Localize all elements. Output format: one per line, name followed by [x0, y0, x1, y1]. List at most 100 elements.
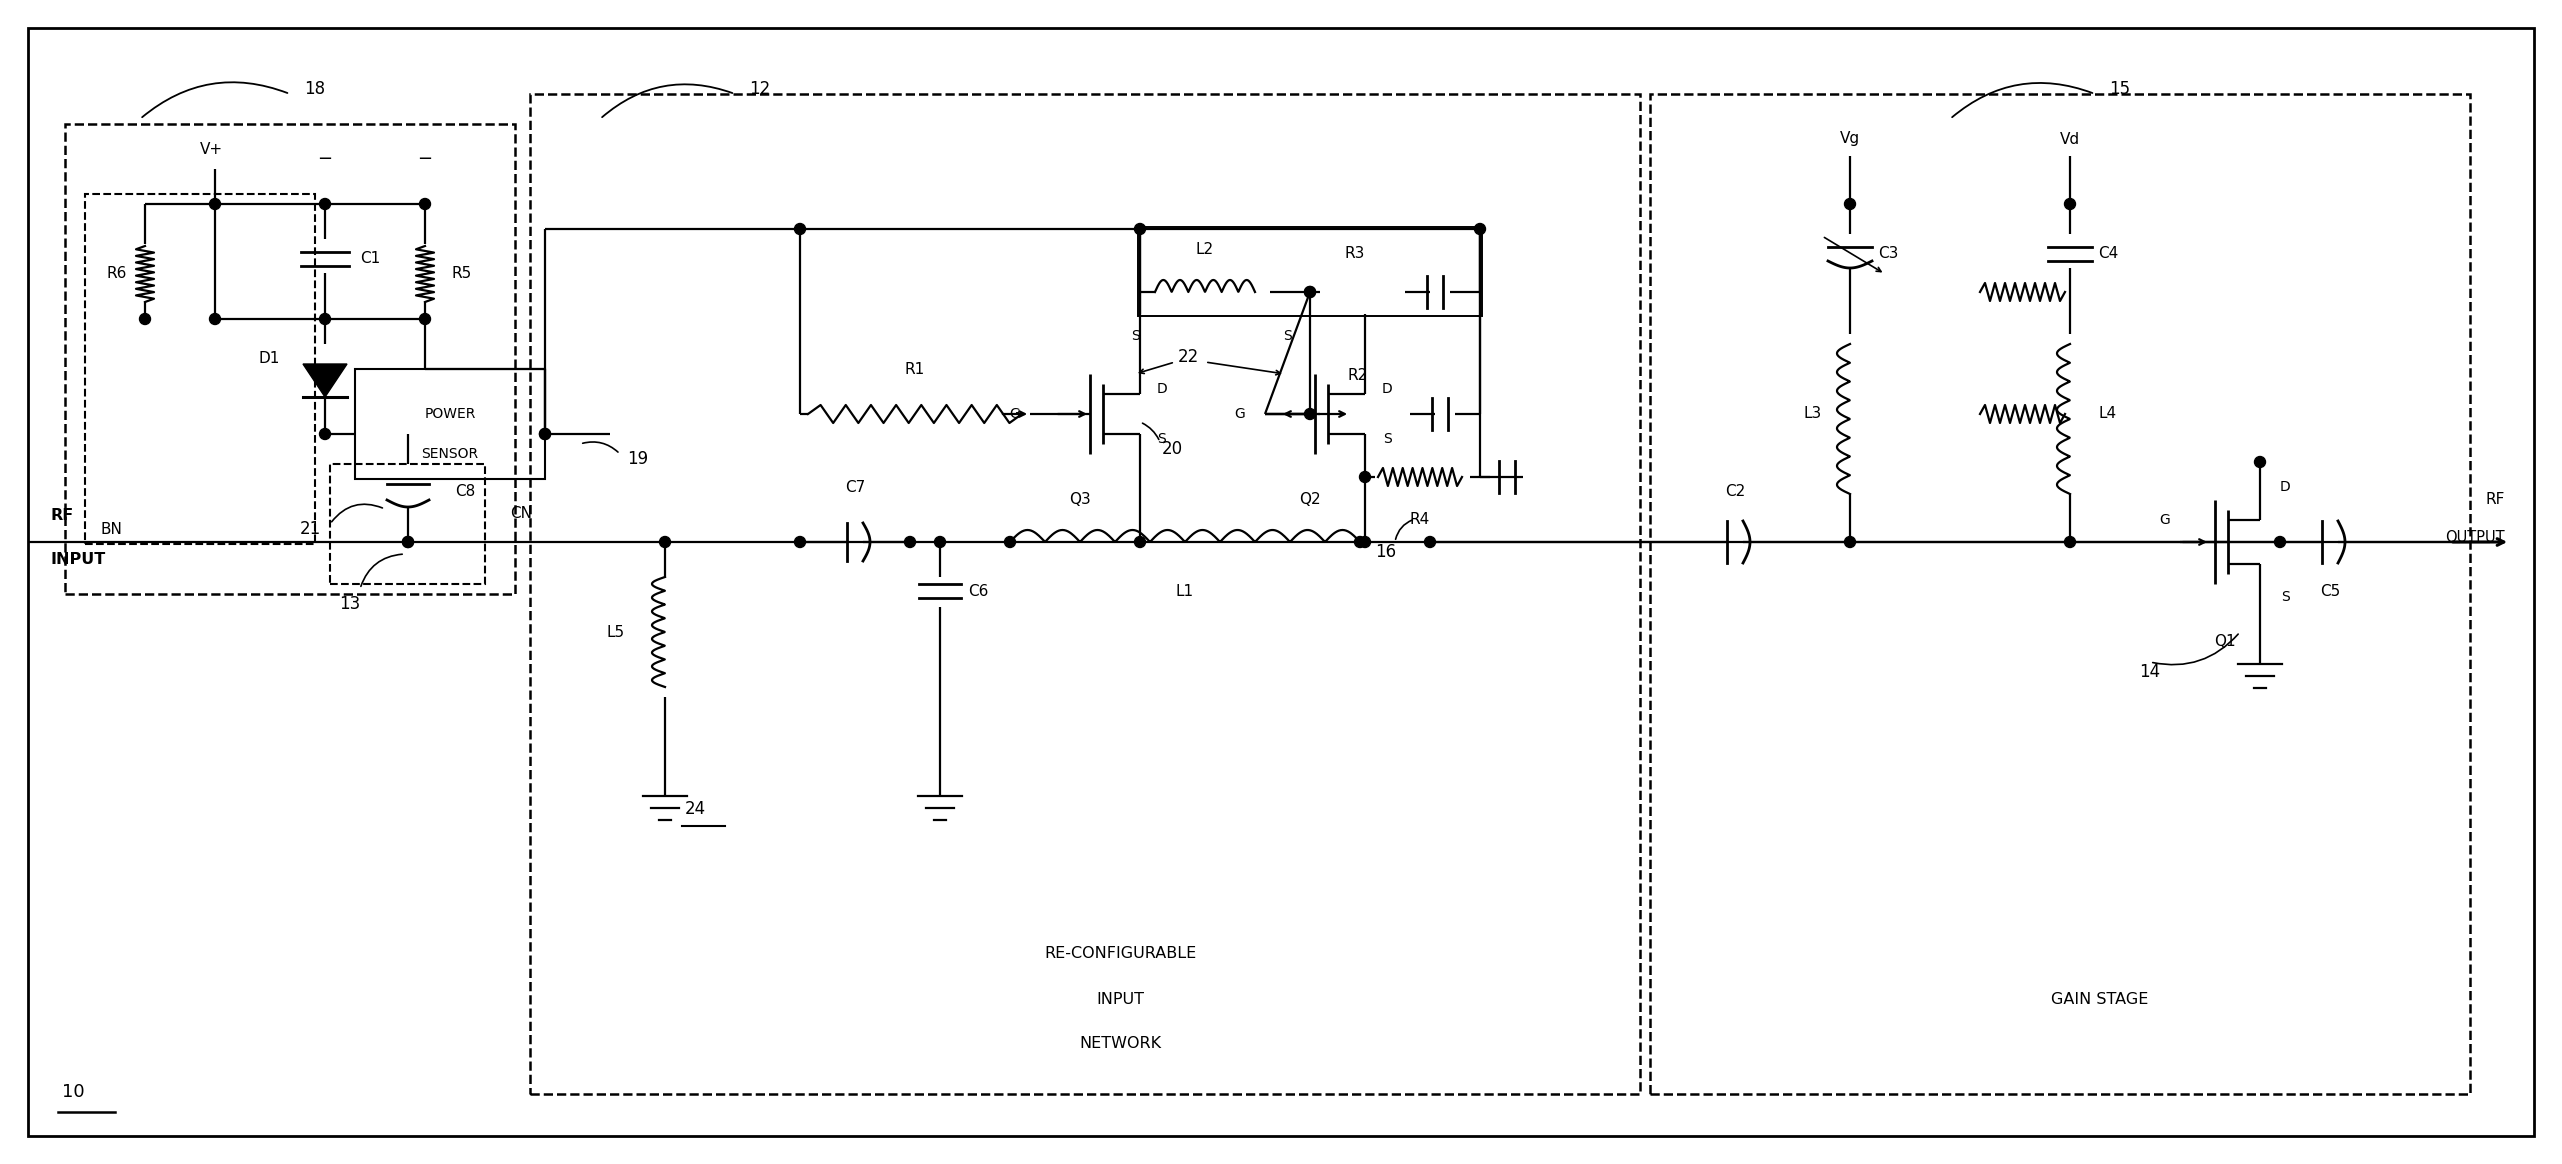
Bar [356, 369, 546, 480]
Text: D1: D1 [259, 352, 279, 367]
Text: −: − [318, 150, 333, 168]
Text: R3: R3 [1345, 247, 1366, 262]
Text: NETWORK: NETWORK [1079, 1036, 1161, 1051]
Circle shape [935, 537, 945, 547]
Circle shape [541, 428, 551, 440]
Text: R5: R5 [451, 267, 471, 282]
Bar [64, 125, 515, 594]
Circle shape [1135, 223, 1145, 234]
Text: CN: CN [510, 506, 533, 521]
Text: 24: 24 [684, 800, 707, 818]
Text: C6: C6 [968, 584, 989, 599]
Text: GAIN STAGE: GAIN STAGE [2052, 992, 2150, 1007]
Circle shape [904, 537, 915, 547]
Text: D: D [1155, 382, 1168, 396]
Circle shape [320, 199, 330, 210]
Circle shape [420, 313, 430, 325]
Text: RF: RF [2485, 492, 2506, 508]
Circle shape [794, 537, 804, 547]
Circle shape [541, 428, 551, 440]
Circle shape [1004, 537, 1015, 547]
Text: R2: R2 [1348, 369, 1368, 383]
Text: L5: L5 [607, 625, 625, 639]
Text: R6: R6 [105, 267, 126, 282]
Circle shape [1135, 537, 1145, 547]
Circle shape [1360, 537, 1371, 547]
Text: SENSOR: SENSOR [420, 447, 479, 461]
Circle shape [210, 199, 220, 210]
Text: C2: C2 [1724, 484, 1745, 499]
Text: 19: 19 [628, 450, 648, 468]
Text: D: D [2280, 480, 2290, 494]
Text: S: S [1158, 432, 1166, 446]
Circle shape [210, 313, 220, 325]
Text: Q1: Q1 [2214, 634, 2237, 650]
Text: 18: 18 [305, 80, 325, 98]
Text: 12: 12 [748, 80, 771, 98]
Text: C1: C1 [361, 251, 379, 267]
Text: C5: C5 [2319, 584, 2339, 599]
Circle shape [1476, 223, 1486, 234]
Text: C7: C7 [845, 480, 866, 495]
Text: G: G [1009, 407, 1020, 421]
Text: 13: 13 [338, 595, 361, 613]
Text: 14: 14 [2139, 663, 2160, 681]
Bar [330, 464, 484, 584]
Circle shape [1304, 286, 1314, 298]
Text: 10: 10 [61, 1083, 85, 1101]
Text: INPUT: INPUT [51, 552, 105, 567]
Circle shape [2255, 456, 2265, 468]
Circle shape [1304, 286, 1314, 298]
Text: 21: 21 [300, 520, 320, 538]
Text: RE-CONFIGURABLE: RE-CONFIGURABLE [1043, 946, 1196, 961]
Circle shape [658, 537, 671, 547]
Circle shape [2065, 537, 2075, 547]
Circle shape [1845, 537, 1855, 547]
Bar [1138, 227, 1481, 315]
Text: G: G [1235, 407, 1245, 421]
Text: R4: R4 [1409, 511, 1430, 526]
Text: 22: 22 [1179, 348, 1199, 365]
Text: 16: 16 [1376, 542, 1396, 561]
Text: C3: C3 [1878, 247, 1898, 262]
Circle shape [320, 428, 330, 440]
Circle shape [1424, 537, 1435, 547]
Text: 20: 20 [1161, 440, 1184, 457]
Text: INPUT: INPUT [1097, 992, 1145, 1007]
Circle shape [2065, 199, 2075, 210]
Text: L2: L2 [1196, 242, 1214, 257]
Circle shape [1355, 537, 1366, 547]
Text: OUTPUT: OUTPUT [2444, 530, 2506, 545]
Text: R1: R1 [904, 362, 925, 376]
Circle shape [402, 537, 412, 547]
Text: D: D [1381, 382, 1391, 396]
Text: Vg: Vg [1840, 132, 1860, 147]
Text: S: S [2280, 590, 2290, 604]
Text: RF: RF [51, 509, 74, 524]
Circle shape [794, 223, 804, 234]
Text: L4: L4 [2098, 406, 2116, 421]
Circle shape [420, 199, 430, 210]
Text: V+: V+ [200, 142, 223, 156]
Circle shape [320, 313, 330, 325]
Circle shape [1845, 199, 1855, 210]
Text: C8: C8 [456, 484, 474, 499]
Text: L3: L3 [1804, 406, 1822, 421]
Text: S: S [1383, 432, 1391, 446]
Text: G: G [2160, 513, 2170, 527]
Bar [85, 194, 315, 544]
Text: Vd: Vd [2060, 132, 2080, 147]
Bar [530, 94, 1640, 1094]
Text: Q3: Q3 [1068, 491, 1091, 506]
Text: S: S [1130, 329, 1140, 343]
Text: POWER: POWER [425, 407, 477, 421]
Circle shape [1360, 471, 1371, 483]
Text: S: S [1284, 329, 1291, 343]
Circle shape [1304, 409, 1314, 419]
Circle shape [2275, 537, 2285, 547]
Text: L1: L1 [1176, 584, 1194, 599]
Text: BN: BN [100, 521, 123, 537]
Text: 15: 15 [2109, 80, 2132, 98]
Polygon shape [302, 364, 346, 397]
Circle shape [402, 537, 412, 547]
